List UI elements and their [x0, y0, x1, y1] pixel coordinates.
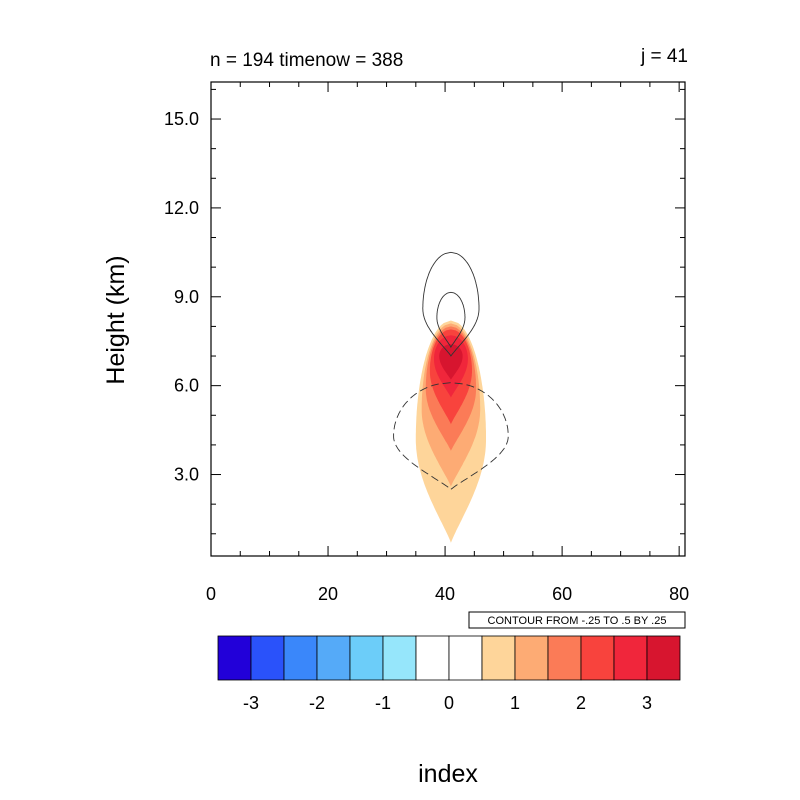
x-axis-label: index: [418, 760, 478, 788]
colorbar-label: 1: [510, 693, 520, 713]
x-tick-label: 40: [435, 584, 455, 604]
y-tick-label: 3.0: [174, 465, 199, 485]
line-contours: [393, 251, 509, 490]
colorbar-box: [250, 635, 285, 681]
colorbar-box: [481, 635, 516, 681]
colorbar-box: [217, 635, 252, 681]
y-tick-label: 9.0: [174, 287, 199, 307]
contour-info-box: CONTOUR FROM -.25 TO .5 BY .25: [468, 611, 686, 629]
y-tick-label: 12.0: [164, 198, 199, 218]
axis-ticks: 0 20 40 60 80 3.0 6.0 9.0 12.0 15.0: [164, 82, 689, 604]
contour-line-0.5: [436, 291, 466, 349]
colorbar-box: [580, 635, 615, 681]
right-title: j = 41: [640, 46, 688, 67]
x-tick-label: 60: [552, 584, 572, 604]
colorbar-box: [448, 635, 483, 681]
x-tick-label: 80: [669, 584, 689, 604]
x-tick-label: 20: [318, 584, 338, 604]
colorbar-box: [415, 635, 450, 681]
contour-line-0.25: [422, 251, 480, 357]
colorbar: -3 -2 -1 0 1 2 3: [217, 635, 681, 713]
plot-frame: [210, 81, 686, 557]
y-tick-label: 15.0: [164, 109, 199, 129]
colorbar-label: -1: [375, 693, 391, 713]
colorbar-box: [316, 635, 351, 681]
filled-contour-level-3: [439, 344, 463, 380]
y-axis-label: Height (km): [102, 255, 130, 384]
colorbar-box: [547, 635, 582, 681]
left-title: n = 194 timenow = 388: [210, 50, 403, 71]
y-tick-label: 6.0: [174, 376, 199, 396]
contour-info-text: CONTOUR FROM -.25 TO .5 BY .25: [488, 615, 667, 627]
colorbar-label: -2: [309, 693, 325, 713]
colorbar-label: 0: [444, 693, 454, 713]
colorbar-box: [613, 635, 648, 681]
colorbar-box: [283, 635, 318, 681]
colorbar-box: [514, 635, 549, 681]
colorbar-box: [382, 635, 417, 681]
filled-contours: [415, 320, 486, 543]
colorbar-box: [349, 635, 384, 681]
colorbar-label: 2: [576, 693, 586, 713]
colorbar-label: -3: [243, 693, 259, 713]
x-tick-label: 0: [206, 584, 216, 604]
contour-line--0.25: [393, 382, 509, 490]
colorbar-box: [646, 635, 681, 681]
colorbar-label: 3: [642, 693, 652, 713]
